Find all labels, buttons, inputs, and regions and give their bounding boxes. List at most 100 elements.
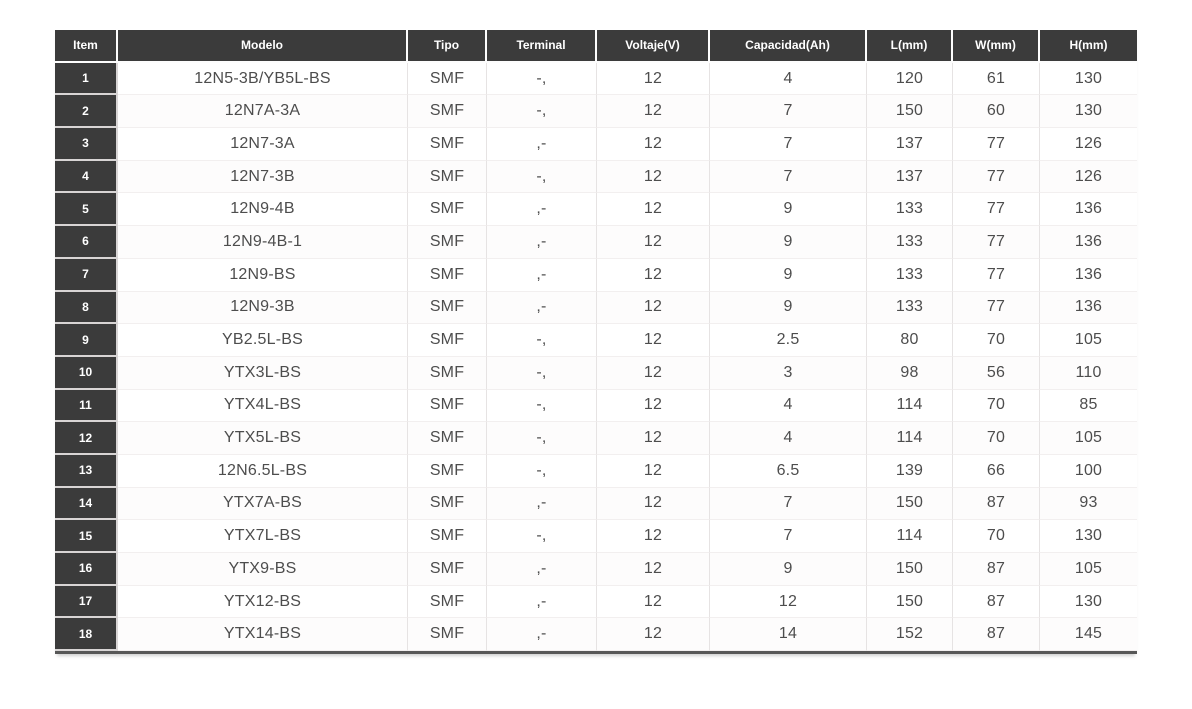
cell-h: 100: [1040, 454, 1137, 488]
cell-modelo: YTX4L-BS: [118, 389, 408, 423]
cell-terminal: ,-: [487, 193, 597, 227]
column-header-voltaje: Voltaje(V): [597, 30, 710, 63]
cell-h: 105: [1040, 324, 1137, 357]
column-header-h: H(mm): [1040, 30, 1137, 63]
cell-h: 93: [1040, 487, 1137, 521]
cell-voltaje: 12: [597, 422, 710, 455]
cell-tipo: SMF: [408, 520, 487, 553]
cell-terminal: -,: [487, 454, 597, 488]
cell-capacidad: 7: [710, 95, 867, 129]
cell-h: 105: [1040, 422, 1137, 455]
cell-voltaje: 12: [597, 62, 710, 96]
cell-w: 70: [953, 422, 1040, 455]
cell-capacidad: 4: [710, 389, 867, 423]
cell-tipo: SMF: [408, 95, 487, 129]
cell-tipo: SMF: [408, 422, 487, 455]
cell-modelo: YTX3L-BS: [118, 356, 408, 390]
cell-terminal: -,: [487, 422, 597, 455]
cell-terminal: ,-: [487, 618, 597, 652]
cell-modelo: YTX7A-BS: [118, 487, 408, 521]
cell-w: 56: [953, 356, 1040, 390]
cell-l: 120: [867, 62, 953, 96]
cell-tipo: SMF: [408, 128, 487, 161]
cell-tipo: SMF: [408, 226, 487, 259]
cell-voltaje: 12: [597, 520, 710, 553]
row-item-number: 3: [55, 128, 118, 161]
cell-w: 87: [953, 585, 1040, 619]
cell-capacidad: 7: [710, 520, 867, 553]
cell-capacidad: 9: [710, 291, 867, 325]
cell-w: 87: [953, 618, 1040, 652]
cell-l: 150: [867, 487, 953, 521]
row-item-number: 4: [55, 160, 118, 194]
cell-l: 137: [867, 160, 953, 194]
cell-h: 145: [1040, 618, 1137, 652]
cell-h: 130: [1040, 95, 1137, 129]
cell-terminal: ,-: [487, 258, 597, 292]
cell-capacidad: 6.5: [710, 454, 867, 488]
cell-l: 150: [867, 553, 953, 586]
cell-modelo: YB2.5L-BS: [118, 324, 408, 357]
row-item-number: 10: [55, 356, 118, 390]
cell-capacidad: 9: [710, 553, 867, 586]
column-header-modelo: Modelo: [118, 30, 408, 63]
cell-h: 110: [1040, 356, 1137, 390]
cell-voltaje: 12: [597, 128, 710, 161]
cell-voltaje: 12: [597, 291, 710, 325]
cell-modelo: 12N5-3B/YB5L-BS: [118, 62, 408, 96]
row-item-number: 13: [55, 454, 118, 488]
cell-h: 126: [1040, 160, 1137, 194]
row-item-number: 9: [55, 324, 118, 357]
cell-voltaje: 12: [597, 356, 710, 390]
cell-capacidad: 9: [710, 193, 867, 227]
column-header-terminal: Terminal: [487, 30, 597, 63]
cell-h: 136: [1040, 193, 1137, 227]
cell-tipo: SMF: [408, 258, 487, 292]
cell-capacidad: 4: [710, 422, 867, 455]
cell-terminal: ,-: [487, 291, 597, 325]
cell-voltaje: 12: [597, 95, 710, 129]
column-header-l: L(mm): [867, 30, 953, 63]
cell-capacidad: 4: [710, 62, 867, 96]
cell-h: 136: [1040, 291, 1137, 325]
cell-modelo: YTX7L-BS: [118, 520, 408, 553]
row-item-number: 2: [55, 95, 118, 129]
cell-modelo: 12N9-4B-1: [118, 226, 408, 259]
cell-tipo: SMF: [408, 553, 487, 586]
cell-w: 70: [953, 389, 1040, 423]
cell-w: 77: [953, 160, 1040, 194]
row-item-number: 15: [55, 520, 118, 553]
cell-tipo: SMF: [408, 454, 487, 488]
cell-tipo: SMF: [408, 487, 487, 521]
cell-capacidad: 9: [710, 226, 867, 259]
row-item-number: 8: [55, 291, 118, 325]
cell-voltaje: 12: [597, 193, 710, 227]
cell-modelo: 12N6.5L-BS: [118, 454, 408, 488]
cell-w: 70: [953, 520, 1040, 553]
row-item-number: 1: [55, 62, 118, 96]
cell-capacidad: 7: [710, 128, 867, 161]
battery-spec-table: Item Modelo Tipo Terminal Voltaje(V) Capacida…: [55, 30, 1137, 655]
cell-l: 80: [867, 324, 953, 357]
cell-w: 77: [953, 128, 1040, 161]
cell-terminal: -,: [487, 324, 597, 357]
cell-capacidad: 2.5: [710, 324, 867, 357]
cell-terminal: ,-: [487, 128, 597, 161]
cell-h: 136: [1040, 258, 1137, 292]
page: { "colors": { "header_bg": "#3b3b3b", "h…: [0, 30, 1192, 709]
row-item-number: 12: [55, 422, 118, 455]
cell-modelo: 12N9-BS: [118, 258, 408, 292]
cell-h: 130: [1040, 62, 1137, 96]
cell-terminal: -,: [487, 389, 597, 423]
cell-capacidad: 9: [710, 258, 867, 292]
cell-capacidad: 12: [710, 585, 867, 619]
cell-w: 77: [953, 291, 1040, 325]
cell-terminal: ,-: [487, 487, 597, 521]
cell-w: 60: [953, 95, 1040, 129]
cell-tipo: SMF: [408, 193, 487, 227]
column-header-tipo: Tipo: [408, 30, 487, 63]
cell-l: 114: [867, 389, 953, 423]
cell-modelo: YTX14-BS: [118, 618, 408, 652]
row-item-number: 7: [55, 258, 118, 292]
cell-terminal: -,: [487, 160, 597, 194]
